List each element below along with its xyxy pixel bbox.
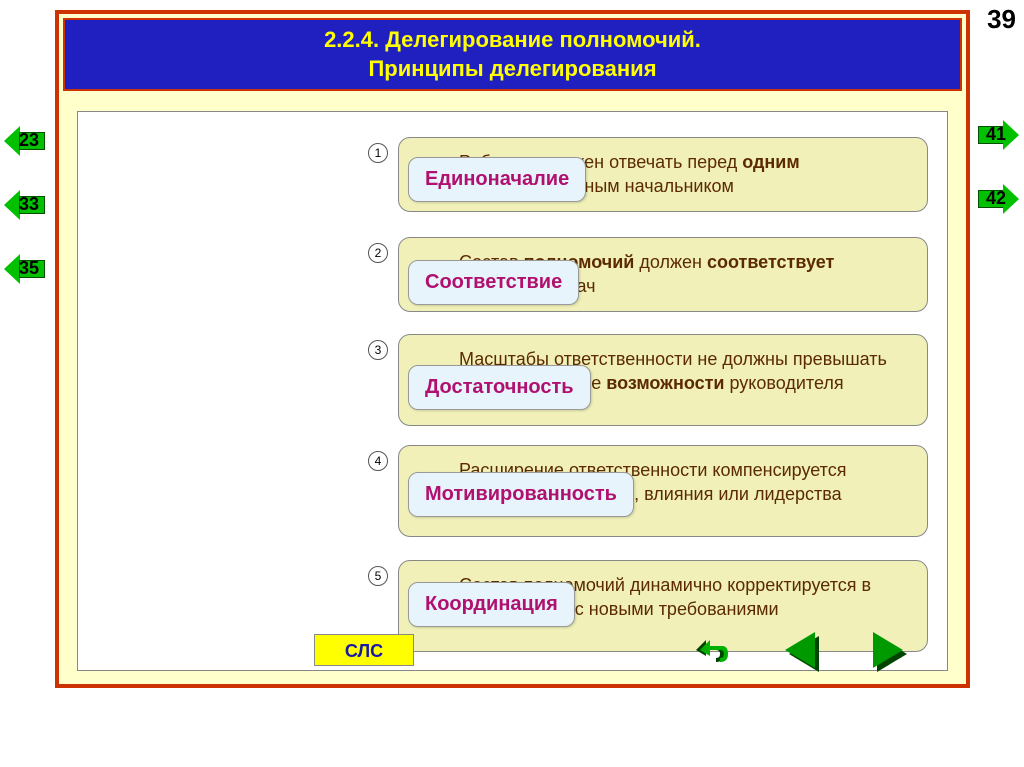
nav-next-button[interactable] xyxy=(860,630,916,670)
side-nav-label: 23 xyxy=(8,130,50,151)
side-nav-left[interactable]: 33 xyxy=(4,190,46,220)
prev-icon xyxy=(785,632,815,668)
side-nav-label: 41 xyxy=(975,124,1017,145)
principle-label: Мотивированность xyxy=(408,472,634,517)
principle-label: Координация xyxy=(408,582,575,627)
side-nav-right[interactable]: 42 xyxy=(978,184,1020,214)
content-area: Работник должен отвечать перед одним неп… xyxy=(77,111,948,671)
side-nav-label: 35 xyxy=(8,258,50,279)
principle-number: 1 xyxy=(368,143,388,163)
next-icon xyxy=(873,632,903,668)
principle-label: Соответствие xyxy=(408,260,579,305)
title-line-1: 2.2.4. Делегирование полномочий. xyxy=(75,26,950,55)
side-nav-label: 42 xyxy=(975,188,1017,209)
nav-return-button[interactable] xyxy=(684,630,740,670)
slide-frame: 2.2.4. Делегирование полномочий. Принцип… xyxy=(55,10,970,688)
page-number: 39 xyxy=(987,4,1016,35)
title-bar: 2.2.4. Делегирование полномочий. Принцип… xyxy=(63,18,962,91)
side-nav-left[interactable]: 35 xyxy=(4,254,46,284)
principle-number: 3 xyxy=(368,340,388,360)
bottom-nav xyxy=(684,630,916,670)
sls-button[interactable]: СЛС xyxy=(314,634,414,666)
title-line-2: Принципы делегирования xyxy=(75,55,950,84)
principle-label: Единоначалие xyxy=(408,157,586,202)
side-nav-right[interactable]: 41 xyxy=(978,120,1020,150)
principle-label: Достаточность xyxy=(408,365,591,410)
principle-number: 5 xyxy=(368,566,388,586)
nav-prev-button[interactable] xyxy=(772,630,828,670)
principle-number: 2 xyxy=(368,243,388,263)
side-nav-label: 33 xyxy=(8,194,50,215)
return-icon xyxy=(692,634,732,666)
principle-number: 4 xyxy=(368,451,388,471)
side-nav-left[interactable]: 23 xyxy=(4,126,46,156)
